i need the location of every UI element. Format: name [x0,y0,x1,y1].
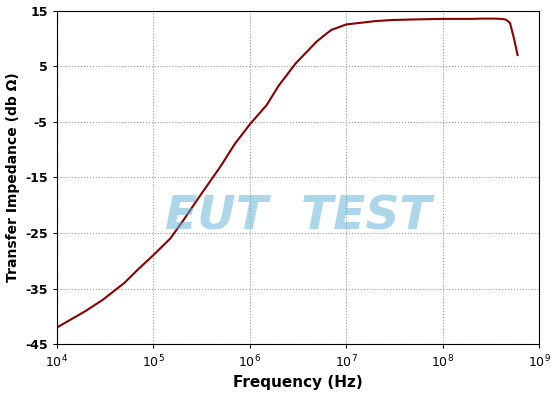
Text: EUT  TEST: EUT TEST [165,195,431,240]
Y-axis label: Transfer Impedance (db Ω): Transfer Impedance (db Ω) [6,72,19,282]
X-axis label: Frequency (Hz): Frequency (Hz) [233,375,363,390]
